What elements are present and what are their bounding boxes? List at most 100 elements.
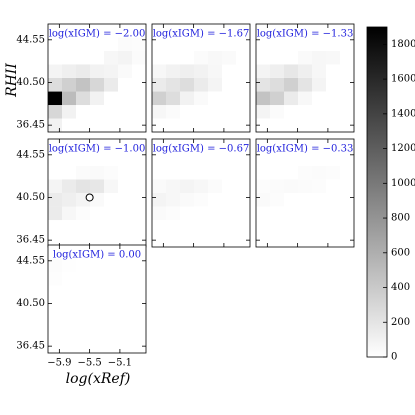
heat-cell bbox=[152, 179, 166, 193]
heat-cell bbox=[208, 50, 222, 65]
heat-cell bbox=[208, 77, 222, 92]
colorbar bbox=[366, 26, 388, 358]
heat-cell bbox=[180, 64, 194, 78]
heat-cell bbox=[152, 77, 166, 92]
marker bbox=[85, 193, 94, 202]
heat-cell bbox=[166, 91, 180, 106]
y-tick-label: 44.55 bbox=[16, 149, 45, 160]
heat-cell bbox=[104, 179, 118, 193]
heat-cell bbox=[104, 165, 118, 180]
heat-cell bbox=[166, 206, 180, 221]
panel-frame bbox=[255, 138, 355, 248]
heat-cell bbox=[62, 192, 76, 207]
panel-frame bbox=[47, 23, 147, 133]
heat-cell bbox=[90, 91, 104, 106]
y-tick-label: 44.55 bbox=[16, 34, 45, 45]
panel-title: log(xIGM) = −1.33 bbox=[257, 29, 354, 40]
heat-cell bbox=[104, 64, 118, 78]
heat-cell bbox=[312, 165, 326, 180]
y-axis-label: RHII bbox=[4, 63, 20, 98]
heat-cell bbox=[180, 192, 194, 207]
heat-cell bbox=[270, 77, 284, 92]
heat-cell bbox=[166, 105, 180, 119]
heat-cell bbox=[166, 77, 180, 92]
heat-cell bbox=[76, 165, 90, 180]
heat-cell bbox=[194, 192, 208, 207]
panel-frame bbox=[151, 138, 251, 248]
panel-title: log(xIGM) = 0.00 bbox=[53, 250, 141, 261]
heat-cell bbox=[48, 206, 62, 221]
heat-cell bbox=[166, 179, 180, 193]
heat-cell bbox=[152, 206, 166, 221]
heat-cell bbox=[48, 271, 62, 286]
colorbar-tick-label: 1200 bbox=[391, 143, 415, 154]
panel-frame bbox=[47, 244, 147, 354]
heat-cell bbox=[326, 50, 340, 65]
heat-cell bbox=[284, 77, 298, 92]
heat-cell bbox=[104, 50, 118, 65]
heat-cell bbox=[48, 77, 62, 92]
heat-cell bbox=[62, 77, 76, 92]
heat-cell bbox=[76, 179, 90, 193]
heat-cell bbox=[256, 105, 270, 119]
heat-cell bbox=[298, 165, 312, 180]
heat-cell bbox=[152, 64, 166, 78]
heat-cell bbox=[298, 50, 312, 65]
heat-cell bbox=[208, 64, 222, 78]
heat-cell bbox=[312, 179, 326, 193]
heat-cell bbox=[312, 50, 326, 65]
heat-cell bbox=[132, 37, 146, 51]
heat-cell bbox=[284, 179, 298, 193]
heat-cell bbox=[118, 64, 132, 78]
heat-cell bbox=[208, 179, 222, 193]
heat-cell bbox=[270, 179, 284, 193]
heat-cell bbox=[326, 165, 340, 180]
heat-cell bbox=[270, 192, 284, 207]
heat-cell bbox=[194, 91, 208, 106]
heat-cell bbox=[180, 179, 194, 193]
heat-cell bbox=[270, 91, 284, 106]
heat-cell bbox=[298, 77, 312, 92]
heat-cell bbox=[48, 192, 62, 207]
y-tick-label: 40.50 bbox=[16, 298, 45, 309]
y-tick-label: 40.50 bbox=[16, 192, 45, 203]
heat-cell bbox=[48, 118, 62, 132]
panel-title: log(xIGM) = −1.00 bbox=[49, 144, 146, 155]
heat-cell bbox=[284, 64, 298, 78]
heat-cell bbox=[194, 77, 208, 92]
heat-cell bbox=[152, 192, 166, 207]
heat-cell bbox=[270, 64, 284, 78]
heat-cell bbox=[48, 91, 62, 106]
heat-cell bbox=[48, 258, 62, 272]
heat-cell bbox=[76, 206, 90, 221]
heat-cell bbox=[194, 179, 208, 193]
heat-cell bbox=[222, 50, 236, 65]
colorbar-tick-label: 1800 bbox=[391, 39, 415, 50]
colorbar-tick-label: 0 bbox=[391, 352, 397, 363]
heat-cell bbox=[62, 64, 76, 78]
panel-frame bbox=[255, 23, 355, 133]
heat-cell bbox=[76, 64, 90, 78]
heat-cell bbox=[270, 105, 284, 119]
heat-cell bbox=[284, 91, 298, 106]
heat-cell bbox=[256, 77, 270, 92]
heat-cell bbox=[62, 206, 76, 221]
colorbar-tick-label: 600 bbox=[391, 247, 410, 258]
heat-cell bbox=[166, 64, 180, 78]
colorbar-tick-label: 400 bbox=[391, 282, 410, 293]
heat-cell bbox=[118, 37, 132, 51]
heat-cell bbox=[76, 77, 90, 92]
heat-cell bbox=[132, 50, 146, 65]
y-tick-label: 36.45 bbox=[16, 341, 45, 352]
y-tick-label: 44.55 bbox=[16, 255, 45, 266]
x-axis-label: log(xRef) bbox=[66, 371, 131, 387]
colorbar-tick-label: 1600 bbox=[391, 74, 415, 85]
panel-title: log(xIGM) = −2.00 bbox=[49, 29, 146, 40]
heat-cell bbox=[62, 179, 76, 193]
colorbar-tick-label: 1000 bbox=[391, 178, 415, 189]
heat-cell bbox=[180, 91, 194, 106]
heat-cell bbox=[90, 77, 104, 92]
heat-cell bbox=[152, 91, 166, 106]
heat-cell bbox=[194, 64, 208, 78]
